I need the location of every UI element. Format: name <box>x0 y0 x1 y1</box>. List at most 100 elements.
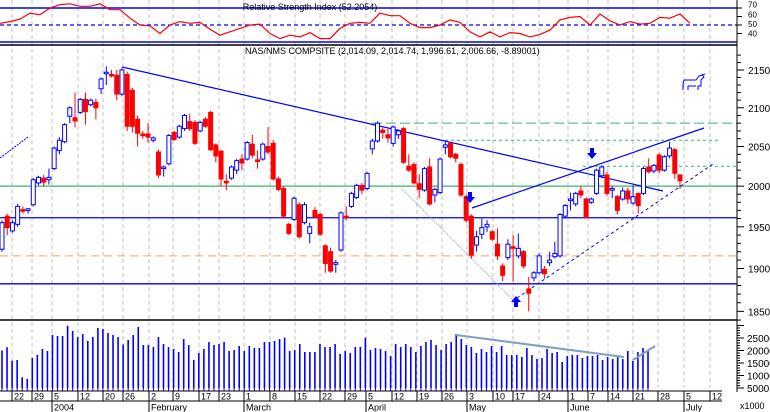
price-axis: 2150 2100 2050 2000 1950 1900 1850 <box>737 54 770 321</box>
price-tick-label: 1850 <box>748 307 770 318</box>
candle-body <box>187 121 193 130</box>
candle <box>20 206 26 214</box>
candle <box>301 202 307 225</box>
candle <box>46 168 52 185</box>
date-label: 1 <box>246 392 251 402</box>
candle-body <box>494 243 500 257</box>
candle <box>343 206 349 221</box>
candle-body <box>9 222 15 232</box>
candle <box>140 130 146 139</box>
volume-tick-label: 20000 <box>747 347 770 358</box>
candle-body <box>213 144 219 157</box>
candle-body <box>427 166 433 205</box>
candle <box>489 230 495 241</box>
candle <box>135 115 141 147</box>
candle <box>25 207 31 214</box>
candle-body <box>338 212 344 251</box>
candle <box>578 186 584 199</box>
candle <box>109 70 115 78</box>
candle <box>484 220 490 232</box>
candle-body <box>453 153 459 159</box>
candle-body <box>15 205 21 225</box>
candle-body <box>432 188 438 196</box>
candle <box>625 187 631 204</box>
candle <box>521 250 527 269</box>
candle <box>661 155 667 172</box>
candle-body <box>291 197 297 220</box>
trendline-decline <box>401 188 516 303</box>
date-label: 23 <box>221 392 231 402</box>
candle-body <box>437 158 443 194</box>
candle <box>281 186 287 219</box>
candle-body <box>30 179 36 206</box>
candle <box>244 141 250 161</box>
date-label: 22 <box>14 392 24 402</box>
candle-body <box>140 133 146 137</box>
candle <box>630 185 636 205</box>
candle-body <box>526 288 532 294</box>
candle <box>437 157 443 195</box>
price-tick-label: 2100 <box>748 104 770 115</box>
candle-body <box>599 166 605 177</box>
price-tick-label: 2000 <box>748 182 770 193</box>
price-tick-label: 2150 <box>748 66 770 77</box>
month-label: May <box>469 403 487 412</box>
candle-body <box>651 164 657 172</box>
candle-body <box>312 209 318 218</box>
candle <box>406 154 412 172</box>
candle <box>228 165 234 180</box>
date-label: 8 <box>272 392 277 402</box>
candle <box>474 230 480 252</box>
price-title: NAS/NMS COMPSITE (2,014.09, 2,014.74, 1,… <box>245 46 540 56</box>
date-label: 26 <box>444 392 454 402</box>
candle <box>583 197 589 219</box>
candle <box>458 162 464 197</box>
candle <box>307 222 313 244</box>
candle-body <box>401 128 407 163</box>
candle-body <box>541 268 547 275</box>
candle-body <box>573 192 579 205</box>
candle-body <box>56 139 62 151</box>
candle-body <box>343 215 349 219</box>
candle <box>479 218 485 240</box>
candle-body <box>562 205 568 217</box>
candle <box>286 222 292 236</box>
candle-body <box>20 209 26 212</box>
month-label: February <box>151 403 188 412</box>
candle-body <box>620 190 626 200</box>
candle-body <box>505 243 511 259</box>
volume-trendline <box>455 334 625 358</box>
candle <box>234 159 240 175</box>
candle-body <box>484 223 490 228</box>
candle <box>573 191 579 207</box>
date-label: 28 <box>660 392 670 402</box>
candle-body <box>479 227 485 235</box>
candle-body <box>369 140 375 150</box>
candle-body <box>77 98 83 113</box>
date-label: 22 <box>322 392 332 402</box>
rsi-tick-label: 50 <box>748 20 757 29</box>
candle <box>9 220 15 233</box>
candle <box>171 130 177 142</box>
candle <box>656 152 662 174</box>
candle-body <box>667 147 673 157</box>
candle-body <box>228 166 234 179</box>
candle-body <box>286 223 292 234</box>
candle <box>322 244 328 273</box>
candle-body <box>609 188 615 191</box>
candle-body <box>442 144 448 148</box>
candle <box>62 123 68 144</box>
candle <box>103 66 109 86</box>
candle <box>82 92 88 125</box>
candle <box>166 134 172 166</box>
date-label: 14 <box>610 392 620 402</box>
candle-body <box>547 259 553 264</box>
candle-body <box>328 251 334 272</box>
candle <box>432 187 438 203</box>
rsi-tick-label: 70 <box>748 1 757 10</box>
candle-body <box>468 215 474 256</box>
candle <box>635 192 641 214</box>
candle <box>594 168 600 196</box>
candle <box>333 260 339 273</box>
